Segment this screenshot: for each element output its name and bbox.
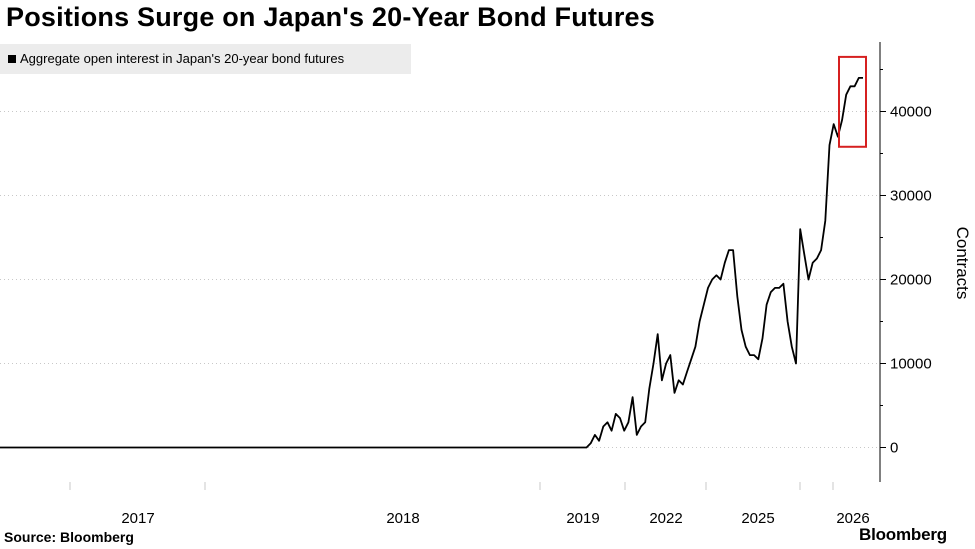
legend-swatch: [8, 55, 16, 63]
y-axis-label: Contracts: [953, 226, 972, 300]
y-axis: 0 10000 20000 30000 40000: [879, 42, 932, 482]
bloomberg-logo: Bloomberg: [859, 525, 947, 544]
source-note: Source: Bloomberg: [4, 529, 134, 545]
y-tick-label: 0: [890, 440, 898, 457]
y-tick-label: 30000: [890, 188, 932, 205]
x-tick-label: 2022: [649, 510, 682, 527]
grid-lines: [0, 111, 880, 448]
x-tick-label: 2019: [566, 510, 599, 527]
legend-label: Aggregate open interest in Japan's 20-ye…: [20, 51, 345, 66]
highlight-box: [838, 55, 867, 148]
x-tick-label: 2026: [836, 510, 869, 527]
y-tick-label: 10000: [890, 356, 932, 373]
x-tick-label: 2025: [741, 510, 774, 527]
y-tick-label: 20000: [890, 272, 932, 289]
series-line: [0, 77, 863, 449]
chart-title: Positions Surge on Japan's 20-Year Bond …: [6, 2, 655, 32]
x-tick-label: 2017: [121, 510, 154, 527]
x-tick-label: 2018: [386, 510, 419, 527]
x-axis: 2017 2018 2019 2022 2025 2026: [69, 482, 870, 527]
y-tick-label: 40000: [890, 104, 932, 121]
legend: Aggregate open interest in Japan's 20-ye…: [0, 44, 411, 74]
